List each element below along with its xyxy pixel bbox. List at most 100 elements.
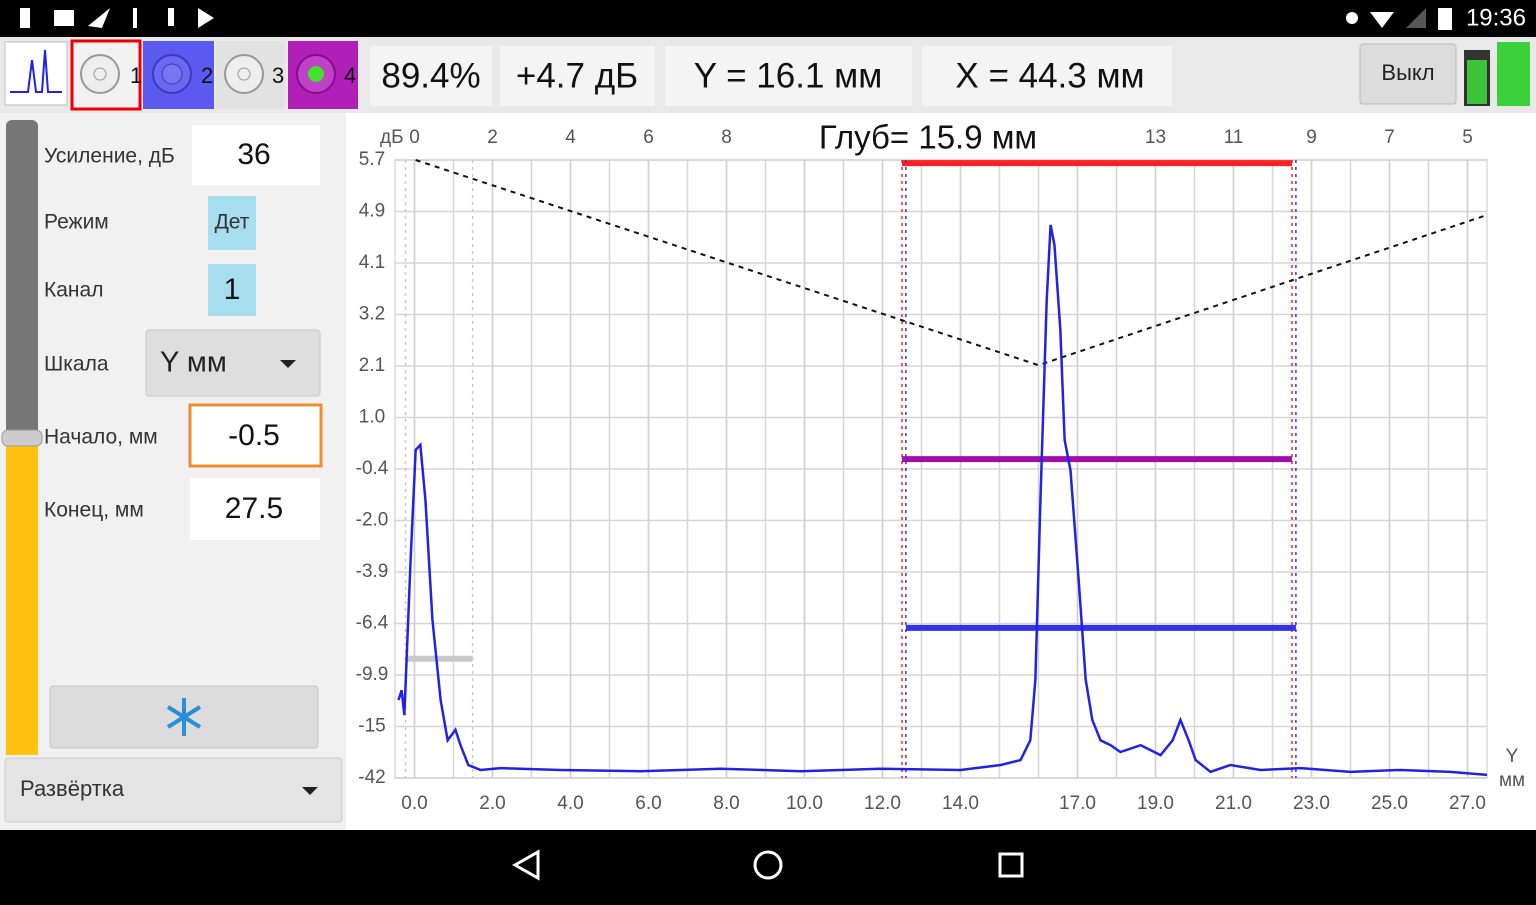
channel-number: 2 <box>201 63 213 88</box>
chart-title: Глуб= 15.9 мм <box>819 119 1037 156</box>
value-box <box>665 46 912 106</box>
off-button[interactable] <box>1359 43 1457 105</box>
icon <box>1406 8 1426 28</box>
channel-knob <box>237 67 251 81</box>
icon-stroke <box>166 705 202 729</box>
status-bar <box>0 0 1536 37</box>
x-tick-label: 21.0 <box>1215 793 1252 814</box>
y-tick-label: -3.9 <box>356 561 389 582</box>
icon <box>1438 8 1452 30</box>
icon <box>1370 12 1394 28</box>
x-tick-label: 19.0 <box>1137 793 1174 814</box>
slider-track <box>6 120 38 440</box>
scale-value: Y мм <box>160 347 227 379</box>
top-tick-label: 5 <box>1462 127 1473 148</box>
top-tick-label: 7 <box>1384 127 1395 148</box>
back-button[interactable] <box>511 849 540 881</box>
y-tick-label: -0.4 <box>356 458 389 479</box>
channel-led <box>308 66 324 82</box>
top-tick-label: 4 <box>565 127 576 148</box>
icon <box>20 8 30 28</box>
y-unit: дБ <box>380 127 404 148</box>
y-tick-label: -2.0 <box>356 510 389 531</box>
status-indicator <box>1497 42 1530 106</box>
top-tick-label: 13 <box>1145 127 1166 148</box>
sweep-dropdown[interactable] <box>4 757 343 823</box>
top-tick-label: 2 <box>487 127 498 148</box>
x-tick-label: 25.0 <box>1371 793 1408 814</box>
y-tick-label: 2.1 <box>359 355 385 376</box>
top-tick-label: 0 <box>409 127 420 148</box>
label: Усиление, дБ <box>44 145 175 168</box>
channel-knob <box>80 54 120 94</box>
value-box <box>500 46 655 106</box>
clock: 19:36 <box>1466 4 1526 31</box>
icon <box>54 10 74 26</box>
dac-curve <box>415 159 1488 367</box>
x-axis-unit: мм <box>1499 770 1525 791</box>
scale-dropdown[interactable] <box>145 329 321 397</box>
mode-button[interactable] <box>208 196 256 250</box>
sweep-label: Развёртка <box>20 776 125 801</box>
amplitude: 89.4% <box>381 56 480 95</box>
icon <box>198 8 214 28</box>
label: Начало, мм <box>44 426 158 449</box>
top-tick-label: 9 <box>1306 127 1317 148</box>
channel-buttons: 1 2 3 4 <box>70 39 358 111</box>
home-button[interactable] <box>753 850 783 880</box>
y-tick-label: 4.1 <box>359 252 385 273</box>
scan-button[interactable] <box>4 41 68 106</box>
label: Канал <box>44 279 103 302</box>
channel-value: 1 <box>224 273 241 306</box>
input-value: -0.5 <box>228 419 280 452</box>
x-tick-label: 10.0 <box>786 793 823 814</box>
scan-icon <box>10 49 62 93</box>
x-tick-label: 12.0 <box>864 793 901 814</box>
input[interactable] <box>192 125 320 185</box>
status-icons <box>20 8 1452 30</box>
value-box <box>370 46 492 106</box>
x-tick-label: 6.0 <box>635 793 661 814</box>
input-value: 36 <box>237 138 270 171</box>
input[interactable] <box>190 478 320 540</box>
snowflake-icon <box>166 698 202 736</box>
channel-knob <box>93 67 107 81</box>
recents-button[interactable] <box>998 852 1024 878</box>
x-tick-label: 8.0 <box>713 793 739 814</box>
top-tick-label: 11 <box>1224 127 1244 148</box>
channel-field[interactable] <box>208 264 256 316</box>
input[interactable] <box>188 403 323 468</box>
slider-thumb[interactable] <box>1 429 43 447</box>
signal <box>397 224 1488 777</box>
label: Шкала <box>44 353 109 376</box>
icon <box>168 8 174 26</box>
top-tick-label: 8 <box>721 127 732 148</box>
x-tick-label: 4.0 <box>557 793 583 814</box>
plot-frame <box>394 159 1488 779</box>
y-tick-label: -42 <box>358 767 385 788</box>
gain: +4.7 дБ <box>516 56 638 95</box>
icon <box>133 8 137 28</box>
y-tick-label: -15 <box>358 716 385 737</box>
x-tick-label: 27.0 <box>1449 793 1486 814</box>
off-button-label: Выкл <box>1381 60 1434 85</box>
label: Режим <box>44 211 109 234</box>
x-tick-label: 23.0 <box>1293 793 1330 814</box>
icon <box>88 8 110 28</box>
y-tick-label: 1.0 <box>359 407 385 428</box>
value-box <box>922 46 1172 106</box>
channel-knob <box>161 63 183 85</box>
top-tick-label: 6 <box>643 127 654 148</box>
dropdown-arrow <box>302 787 318 795</box>
x-tick-label: 17.0 <box>1059 793 1096 814</box>
chart: 5.7 4.9 4.1 3.2 2.1 1.0 -0.4 -2.0 -3.9 -6.4 -9.9 -1… <box>356 127 1488 814</box>
channel-knob <box>224 54 264 94</box>
x-value: X = 44.3 мм <box>955 56 1144 95</box>
y-tick-label: 4.9 <box>359 201 385 222</box>
battery-level <box>1467 60 1487 104</box>
y-tick-label: 3.2 <box>359 304 385 325</box>
x-tick-label: 14.0 <box>942 793 979 814</box>
y-value: Y = 16.1 мм <box>694 56 883 95</box>
